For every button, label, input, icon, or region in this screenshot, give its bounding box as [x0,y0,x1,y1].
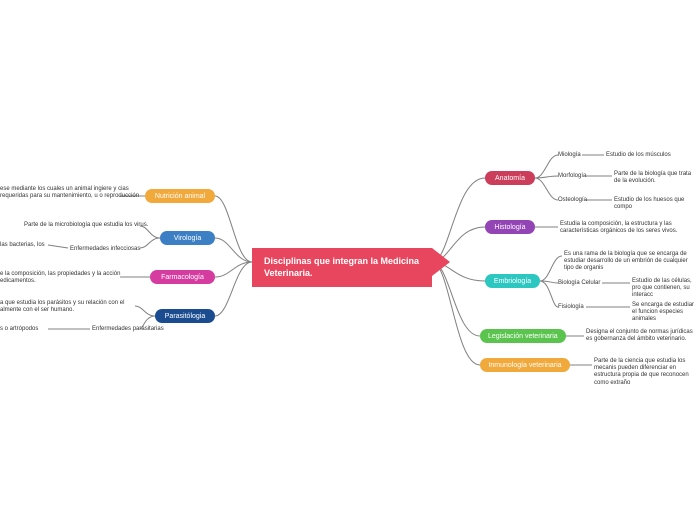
branch-left-1[interactable]: Virología [160,231,215,245]
child-left-3-1: s o artrópodos [0,326,38,333]
childdesc-right-0-1: Parte de la biología que trata de la evo… [614,171,696,185]
center-arrow [432,248,450,276]
child-right-2-1: Fisiología [558,304,584,311]
childdesc-right-2-1: Se encarga de estudiar el funcion especi… [632,302,696,324]
branch-left-2[interactable]: Farmacología [150,270,215,284]
branch-right-1[interactable]: Histología [485,220,535,234]
desc-right-1: Estudia la composición, la estructura y … [560,221,696,235]
childdesc-right-0-2: Estudio de los huesos que compo [614,197,696,211]
center-topic[interactable]: Disciplinas que integran la Medicina Vet… [252,248,432,287]
branch-right-2[interactable]: Embriología [485,274,540,288]
childdesc-right-0-0: Estudio de los músculos [606,152,671,159]
desc-left-2: e la composición, las propiedades y la a… [0,271,140,285]
branch-left-0[interactable]: Nutrición animal [145,189,215,203]
child-left-1-1: las bacterias, los [0,242,45,249]
desc-right-4: Parte de la ciencia que estudia los meca… [594,358,696,387]
desc-right-3: Designa el conjunto de normas jurídicas … [586,329,696,343]
child-right-2-0: Biología Celular [558,280,600,287]
desc-left-0: ese mediante los cuales un animal ingier… [0,186,140,200]
child-right-0-2: Osteología [558,197,587,204]
branch-right-3[interactable]: Legislación veterinaria [480,329,566,343]
branch-right-0[interactable]: Anatomía [485,171,535,185]
child-right-0-0: Miología [558,152,581,159]
center-title: Disciplinas que integran la Medicina Vet… [264,256,419,278]
childsub-left-1-1: Enfermedades infecciosas [70,246,140,253]
branch-right-4[interactable]: Inmunología veterinaria [480,358,570,372]
cdesc-right-2: Es una rama de la biología que se encarg… [564,251,696,273]
child-right-0-1: Morfología [558,173,586,180]
childsub-left-3-1: Enfermedades parasitarias [92,326,164,333]
child-left-3-0: a que estudia los parásitos y su relació… [0,300,140,314]
child-left-1-0: Parte de la microbiología que estudia lo… [24,222,148,229]
childdesc-right-2-0: Estudio de las células, pro que contiene… [632,278,696,300]
branch-left-3[interactable]: Parasitólogia [155,309,215,323]
